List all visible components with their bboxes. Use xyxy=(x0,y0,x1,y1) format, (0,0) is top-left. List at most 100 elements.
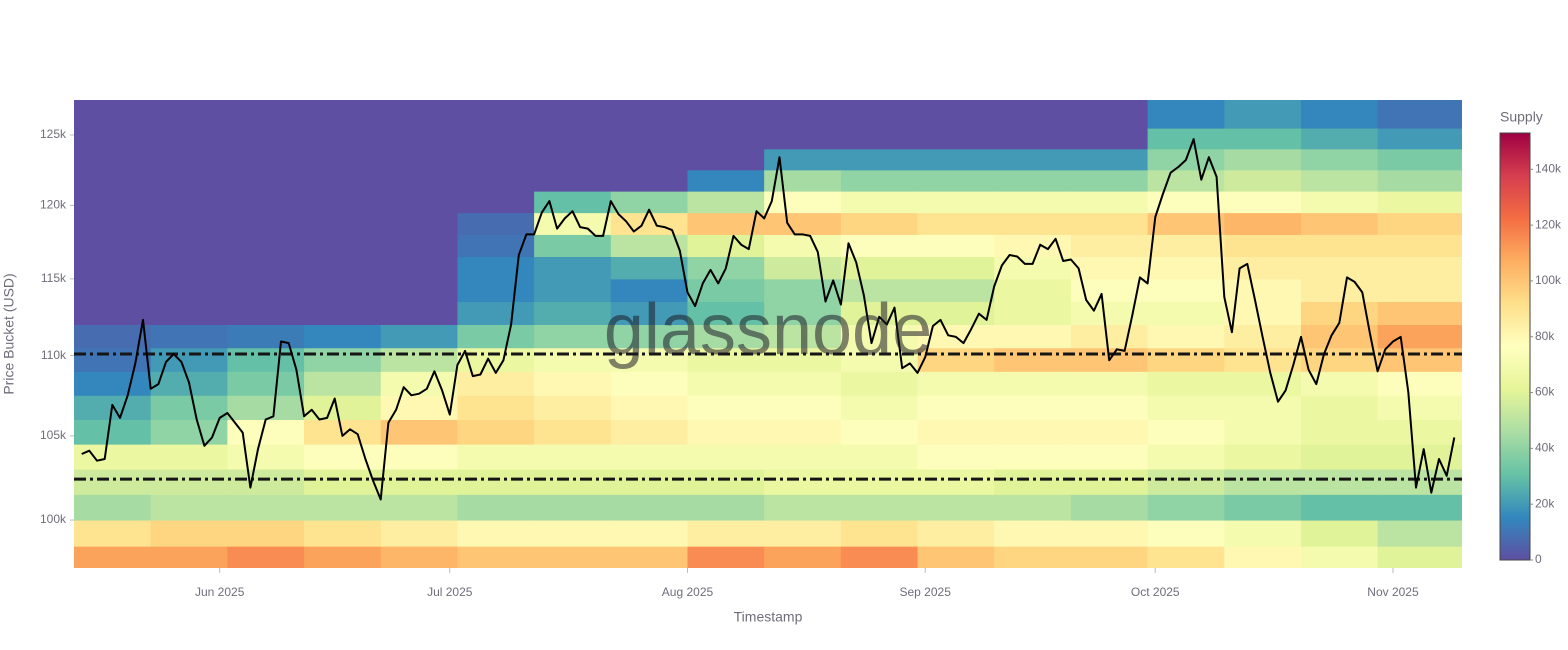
heatmap-cell xyxy=(74,278,152,303)
heatmap-cell xyxy=(150,444,228,470)
heatmap-cell xyxy=(74,444,152,470)
heatmap-cell xyxy=(1070,100,1149,129)
colorbar-tick-label: 40k xyxy=(1535,441,1555,455)
heatmap-cell xyxy=(150,520,228,547)
heatmap-cell xyxy=(457,128,535,150)
heatmap-cell xyxy=(74,546,152,568)
heatmap-cell xyxy=(1300,324,1379,349)
heatmap-cell xyxy=(764,324,842,349)
heatmap-cell xyxy=(380,520,458,547)
heatmap-cell xyxy=(840,278,919,303)
heatmap-cell xyxy=(1300,169,1379,192)
heatmap-cell xyxy=(457,256,535,280)
heatmap-cell xyxy=(610,148,688,171)
heatmap-cell xyxy=(534,444,612,470)
heatmap-cell xyxy=(1070,148,1149,171)
heatmap-cell xyxy=(1147,324,1225,349)
heatmap-cell xyxy=(74,347,152,372)
heatmap-cell xyxy=(840,212,919,235)
heatmap-cell xyxy=(764,371,842,396)
heatmap-cell xyxy=(304,347,382,372)
heatmap-cell xyxy=(994,301,1072,325)
heatmap-cell xyxy=(380,148,458,171)
heatmap-cell xyxy=(1147,128,1225,150)
heatmap-cell xyxy=(840,128,919,150)
heatmap-cell xyxy=(994,191,1072,214)
heatmap-cell xyxy=(150,278,228,303)
heatmap-cell xyxy=(74,191,152,214)
heatmap-cell xyxy=(1377,128,1462,150)
heatmap-cell xyxy=(74,469,152,495)
heatmap-cell xyxy=(764,128,842,150)
heatmap-cell xyxy=(994,128,1072,150)
heatmap-cell xyxy=(457,469,535,495)
heatmap-cell xyxy=(1070,301,1149,325)
heatmap-cell xyxy=(150,128,228,150)
heatmap-cell xyxy=(1147,278,1225,303)
heatmap-cell xyxy=(1147,256,1225,280)
heatmap-cell xyxy=(534,278,612,303)
heatmap-cell xyxy=(150,169,228,192)
heatmap-cell xyxy=(1147,469,1225,495)
heatmap-cell xyxy=(687,469,765,495)
heatmap-cell xyxy=(610,191,688,214)
heatmap-cell xyxy=(457,100,535,129)
heatmap-cell xyxy=(917,469,995,495)
heatmap-cell xyxy=(994,419,1072,445)
heatmap-cell xyxy=(764,347,842,372)
heatmap-cell xyxy=(150,494,228,521)
heatmap-cell xyxy=(610,395,688,421)
heatmap-cell xyxy=(764,301,842,325)
heatmap-cell xyxy=(534,169,612,192)
heatmap-cell xyxy=(74,520,152,547)
heatmap-cell xyxy=(1070,212,1149,235)
y-tick-label: 125k xyxy=(40,127,67,141)
heatmap-cell xyxy=(917,212,995,235)
colorbar xyxy=(1499,132,1531,561)
heatmap-cell xyxy=(840,419,919,445)
heatmap-cell xyxy=(227,212,305,235)
heatmap-cell xyxy=(917,371,995,396)
heatmap-cell xyxy=(1224,520,1302,547)
heatmap-cell xyxy=(1377,100,1462,129)
heatmap-cell xyxy=(1300,234,1379,258)
heatmap-cell xyxy=(840,148,919,171)
heatmap-cell xyxy=(150,234,228,258)
heatmap-cell xyxy=(610,256,688,280)
x-axis-title: Timestamp xyxy=(734,609,803,625)
heatmap-cell xyxy=(380,278,458,303)
heatmap-cell xyxy=(994,371,1072,396)
x-tick-label: Nov 2025 xyxy=(1367,585,1419,599)
heatmap-cell xyxy=(1300,100,1379,129)
heatmap-cell xyxy=(1377,395,1462,421)
heatmap-cell xyxy=(304,546,382,568)
heatmap-cell xyxy=(1224,128,1302,150)
heatmap-cell xyxy=(687,148,765,171)
heatmap-cell xyxy=(1377,301,1462,325)
heatmap-cell xyxy=(380,419,458,445)
heatmap-cell xyxy=(1377,278,1462,303)
heatmap-cell xyxy=(917,128,995,150)
heatmap-cell xyxy=(1224,419,1302,445)
heatmap-cell xyxy=(1070,494,1149,521)
heatmap-cell xyxy=(687,301,765,325)
heatmap-cell xyxy=(840,191,919,214)
heatmap-cell xyxy=(304,419,382,445)
heatmap-cell xyxy=(380,546,458,568)
heatmap-cell xyxy=(687,169,765,192)
heatmap-cell xyxy=(1224,469,1302,495)
heatmap-cell xyxy=(1147,494,1225,521)
heatmap-cell xyxy=(917,444,995,470)
heatmap-cell xyxy=(687,419,765,445)
heatmap-cell xyxy=(840,371,919,396)
heatmap-cell xyxy=(304,278,382,303)
heatmap-cell xyxy=(304,520,382,547)
heatmap-cell xyxy=(380,128,458,150)
heatmap-cell xyxy=(764,494,842,521)
heatmap-cell xyxy=(917,169,995,192)
heatmap-cell xyxy=(1377,520,1462,547)
heatmap-cell xyxy=(150,256,228,280)
heatmap-cell xyxy=(610,520,688,547)
heatmap-cell xyxy=(1377,256,1462,280)
heatmap-cell xyxy=(150,347,228,372)
